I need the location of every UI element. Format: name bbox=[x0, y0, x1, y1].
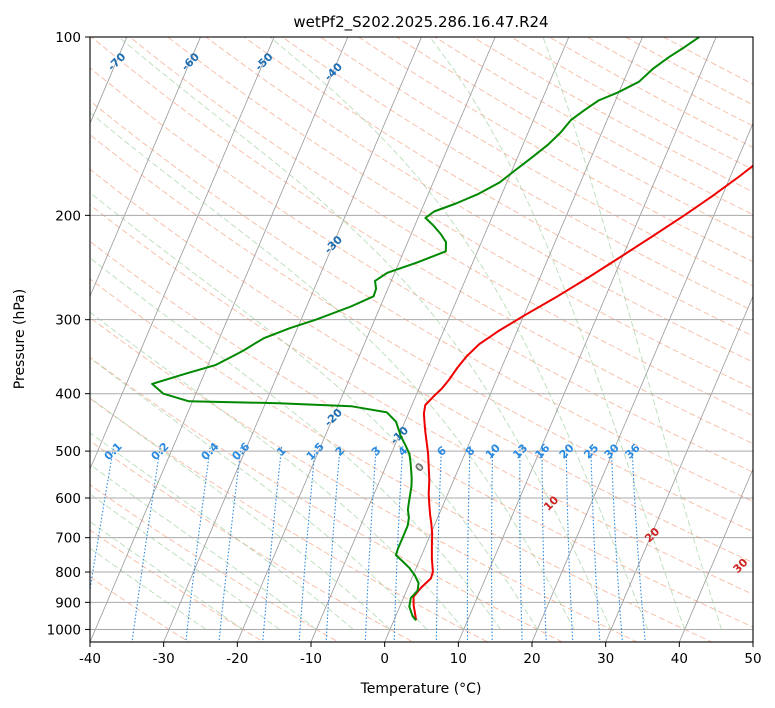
x-tick-label: -30 bbox=[153, 651, 175, 667]
mixing-ratio-line bbox=[131, 445, 162, 642]
plot-frame bbox=[89, 36, 754, 643]
y-axis-label: Pressure (hPa) bbox=[12, 289, 28, 389]
moist-adiabat bbox=[90, 464, 317, 630]
x-axis-ticks: -40 -30 -20 -10 0 10 20 30 40 50 bbox=[79, 642, 762, 667]
dry-adiabat bbox=[472, 37, 753, 193]
y-tick-label: 400 bbox=[55, 387, 81, 403]
y-tick-label: 500 bbox=[55, 444, 81, 460]
x-tick-label: -10 bbox=[300, 651, 322, 667]
x-tick-label: -40 bbox=[79, 651, 101, 667]
dry-adiabat bbox=[129, 37, 753, 417]
dry-adiabat bbox=[90, 356, 564, 642]
isotherm bbox=[384, 37, 643, 642]
dry-adiabat bbox=[90, 529, 265, 642]
isotherm bbox=[90, 37, 128, 125]
dewpoint-profile bbox=[151, 37, 700, 621]
dry-adiabat bbox=[90, 204, 753, 595]
temperature-profile bbox=[412, 164, 753, 621]
y-tick-label: 900 bbox=[55, 595, 81, 611]
moist-adiabat bbox=[90, 397, 391, 630]
dry-adiabat bbox=[90, 37, 753, 445]
y-tick-label: 600 bbox=[55, 491, 81, 507]
moist-adiabat bbox=[90, 311, 465, 630]
isotherm bbox=[457, 37, 717, 642]
moist-adiabat bbox=[542, 37, 722, 630]
dry-adiabat bbox=[395, 37, 753, 239]
isotherm bbox=[90, 37, 275, 471]
y-tick-label: 200 bbox=[55, 208, 81, 224]
dry-adiabat bbox=[319, 37, 753, 287]
dry-adiabat bbox=[90, 168, 753, 564]
isotherm bbox=[90, 37, 349, 642]
dry-adiabat bbox=[90, 67, 753, 473]
y-tick-label: 700 bbox=[55, 531, 81, 547]
moist-adiabat bbox=[429, 37, 686, 630]
dry-adiabat bbox=[243, 37, 753, 337]
moist-adiabat bbox=[90, 257, 501, 630]
isotherm bbox=[236, 37, 496, 642]
isotherm bbox=[310, 37, 570, 642]
dry-adiabat bbox=[90, 484, 340, 642]
x-tick-label: 20 bbox=[523, 651, 540, 667]
x-tick-label: -20 bbox=[226, 651, 248, 667]
x-tick-label: 30 bbox=[597, 651, 614, 667]
chart-title: wetPf2_S202.2025.286.16.47.R24 bbox=[293, 13, 548, 32]
y-tick-label: 100 bbox=[55, 30, 81, 46]
isotherm bbox=[531, 122, 753, 642]
isotherm bbox=[163, 37, 422, 642]
x-tick-label: 0 bbox=[380, 651, 389, 667]
moist-adiabat bbox=[90, 521, 243, 630]
mixing-ratio-line bbox=[90, 445, 115, 594]
dry-adiabat bbox=[90, 134, 753, 533]
dry-adiabat bbox=[90, 100, 753, 502]
y-axis-ticks: 100 200 300 400 500 600 700 800 900 1000 bbox=[47, 30, 90, 638]
y-tick-label: 1000 bbox=[47, 622, 81, 638]
isotherm bbox=[90, 37, 201, 298]
x-tick-label: 40 bbox=[671, 651, 688, 667]
moist-adiabat bbox=[90, 192, 538, 630]
dry-adiabat bbox=[90, 278, 713, 642]
moist-adiabat bbox=[90, 357, 428, 630]
x-tick-label: 10 bbox=[450, 651, 467, 667]
moist-adiabat bbox=[90, 432, 354, 630]
isotherm bbox=[605, 295, 753, 642]
background-lines bbox=[90, 37, 753, 642]
isotherm bbox=[678, 468, 753, 642]
y-tick-label: 800 bbox=[55, 565, 81, 581]
moist-adiabat bbox=[90, 111, 575, 630]
dry-adiabat bbox=[205, 37, 753, 363]
dry-adiabat bbox=[90, 240, 753, 628]
y-tick-label: 300 bbox=[55, 313, 81, 329]
dry-adiabat bbox=[548, 37, 753, 149]
x-tick-label: 50 bbox=[744, 651, 761, 667]
dry-adiabat bbox=[90, 317, 639, 642]
moist-adiabat bbox=[118, 37, 612, 630]
profile-lines bbox=[151, 37, 753, 621]
moist-adiabat bbox=[90, 547, 207, 630]
dry-adiabat bbox=[586, 37, 753, 127]
x-axis-label: Temperature (°C) bbox=[360, 681, 482, 697]
moist-adiabat bbox=[269, 37, 649, 630]
